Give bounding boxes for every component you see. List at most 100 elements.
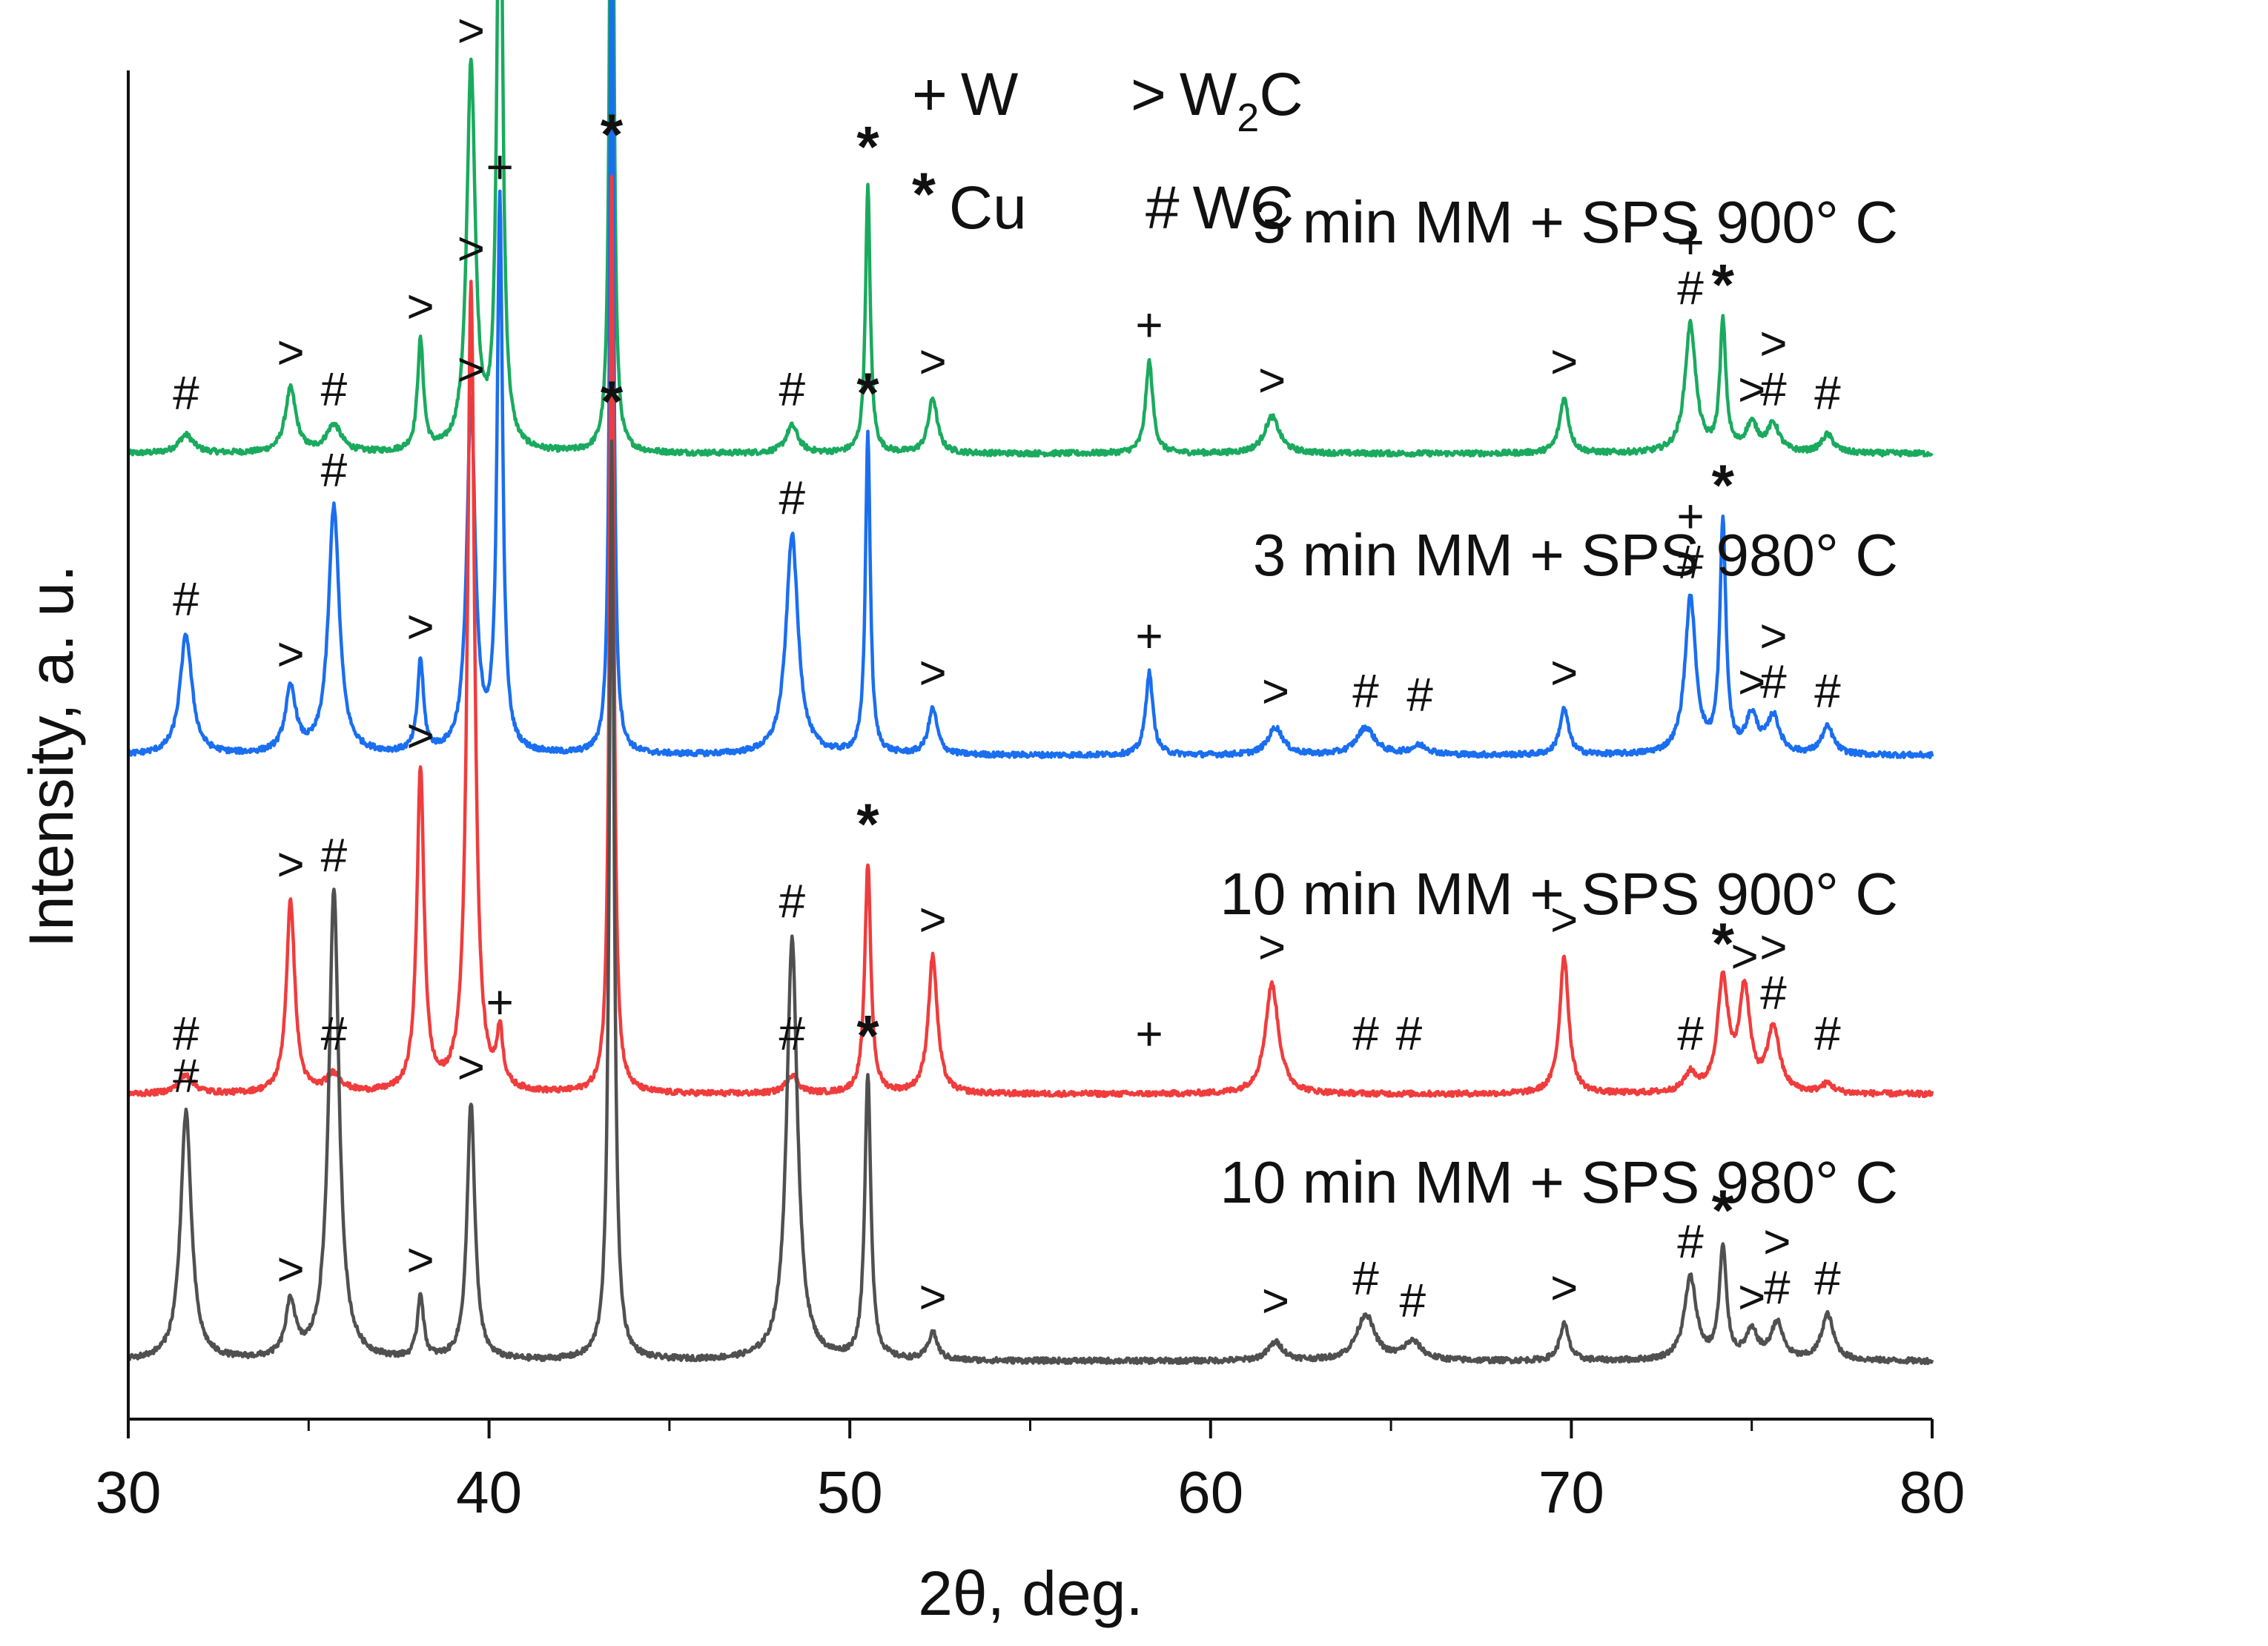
peak-marker: # <box>1764 1260 1791 1314</box>
peak-marker: > <box>406 280 434 333</box>
legend-entry: + W <box>912 61 1019 128</box>
peak-marker: + <box>1135 609 1163 662</box>
peak-marker: > <box>457 4 485 57</box>
x-tick-label: 40 <box>456 1459 522 1525</box>
peak-marker: # <box>1400 1274 1426 1327</box>
series-label-2: 3 min MM + SPS 980° C <box>1253 522 1898 588</box>
peak-marker: > <box>1258 920 1286 974</box>
peak-marker: # <box>173 1049 199 1103</box>
peak-marker: * <box>1712 452 1735 518</box>
peak-marker: * <box>856 360 879 426</box>
peak-marker: > <box>277 838 304 891</box>
peak-marker: > <box>1550 335 1578 389</box>
peak-marker: # <box>321 363 348 416</box>
peak-marker: # <box>1352 1007 1379 1060</box>
peak-marker: > <box>1738 655 1765 708</box>
peak-marker: + <box>1135 298 1163 351</box>
peak-marker: > <box>277 627 304 681</box>
peak-marker: # <box>173 366 199 420</box>
peak-marker: > <box>457 1040 485 1094</box>
peak-marker: > <box>277 325 304 379</box>
peak-marker: # <box>779 875 806 928</box>
series-line-3 <box>126 174 1934 1099</box>
peak-marker: > <box>1759 609 1787 662</box>
x-axis-label: 2θ, deg. <box>918 1559 1143 1628</box>
peak-marker: > <box>919 335 946 389</box>
x-tick-label: 70 <box>1538 1459 1604 1525</box>
peak-marker: * <box>1712 1177 1735 1243</box>
series-line-2 <box>126 0 1934 759</box>
peak-marker: > <box>1258 353 1286 406</box>
peak-marker: # <box>1677 1214 1704 1268</box>
peak-marker: + <box>486 140 514 194</box>
peak-marker: + <box>486 976 514 1029</box>
x-tick-label: 50 <box>817 1459 883 1525</box>
peak-marker: # <box>779 1007 806 1060</box>
series-layer <box>126 0 1934 1366</box>
peak-marker: # <box>1396 1007 1423 1060</box>
peak-marker: * <box>856 113 879 179</box>
peak-marker: > <box>1738 1270 1765 1323</box>
peak-marker: # <box>1814 1252 1841 1305</box>
legend-entry: > W2C <box>1131 61 1303 140</box>
peak-marker: > <box>1759 317 1787 370</box>
peak-marker: > <box>1738 363 1765 416</box>
peak-marker: > <box>1730 930 1758 983</box>
peak-marker: # <box>1814 366 1841 420</box>
peak-marker: > <box>1550 646 1578 699</box>
peak-marker: > <box>406 600 434 653</box>
peak-marker: + <box>1676 489 1704 543</box>
peak-marker: # <box>321 829 348 882</box>
peak-marker: # <box>779 471 806 524</box>
peak-marker: > <box>1550 893 1578 946</box>
peak-marker: + <box>1676 215 1704 268</box>
peak-marker: > <box>1550 1260 1578 1314</box>
legend: + W > W2C * Cu # WC <box>912 61 1303 242</box>
legend-entry: * Cu <box>912 161 1027 242</box>
peak-marker: * <box>856 1003 879 1068</box>
peak-marker: * <box>1712 251 1735 317</box>
legend-entry: # WC <box>1145 174 1294 242</box>
y-axis-label: Intensity, a. u. <box>16 565 86 948</box>
peak-marker: > <box>919 646 946 699</box>
series-label-1: 3 min MM + SPS 900° C <box>1253 189 1898 255</box>
peak-markers-layer: #>#>>+*#*>+>>#+*>#>##>#>>+*#*>+>##>#+*>#… <box>173 4 1841 1327</box>
peak-marker: * <box>856 791 879 856</box>
peak-marker: # <box>1760 363 1787 416</box>
peak-marker: # <box>173 1007 199 1060</box>
peak-marker: * <box>601 368 624 434</box>
peak-marker: # <box>1677 535 1704 589</box>
x-ticks-layer: 30 40 50 60 70 80 <box>96 1419 1966 1525</box>
peak-marker: * <box>601 102 624 167</box>
peak-marker: > <box>277 1243 304 1296</box>
peak-marker: # <box>1814 1007 1841 1060</box>
series-label-4: 10 min MM + SPS 980° C <box>1220 1149 1898 1215</box>
peak-marker: # <box>173 572 199 626</box>
x-tick-label: 60 <box>1177 1459 1243 1525</box>
peak-marker: > <box>919 1270 946 1323</box>
peak-marker: # <box>1406 668 1433 721</box>
peak-marker: > <box>457 222 485 275</box>
peak-marker: > <box>1262 664 1289 718</box>
peak-marker: # <box>1760 655 1787 708</box>
peak-marker: # <box>779 363 806 416</box>
peak-marker: # <box>1814 664 1841 718</box>
x-tick-label: 80 <box>1900 1459 1966 1525</box>
peak-marker: > <box>1262 1274 1289 1327</box>
peak-marker: > <box>457 343 485 396</box>
peak-marker: + <box>1135 1007 1163 1060</box>
peak-marker: > <box>919 893 946 946</box>
peak-marker: # <box>1760 966 1787 1019</box>
peak-marker: # <box>1677 261 1704 314</box>
peak-marker: # <box>321 443 348 497</box>
peak-marker: # <box>1677 1007 1704 1060</box>
peak-marker: # <box>1352 1252 1379 1305</box>
series-label-3: 10 min MM + SPS 900° C <box>1220 861 1898 927</box>
peak-marker: > <box>1759 920 1787 974</box>
peak-marker: > <box>406 1233 434 1286</box>
peak-marker: * <box>1712 910 1735 976</box>
peak-marker: > <box>1763 1214 1791 1268</box>
series-line-4 <box>127 439 1934 1366</box>
